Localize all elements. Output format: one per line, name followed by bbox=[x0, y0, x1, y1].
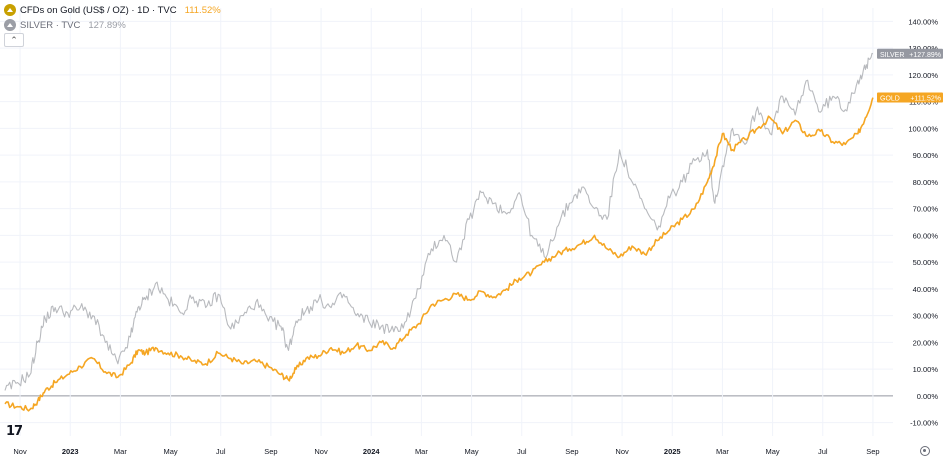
y-axis: 140.00%130.00%120.00%110.00%100.00%90.00… bbox=[908, 17, 938, 427]
x-tick-label: Mar bbox=[114, 447, 127, 456]
price-tag-bg bbox=[877, 48, 943, 59]
x-tick-label: 2025 bbox=[664, 447, 681, 456]
y-tick-label: 60.00% bbox=[913, 231, 939, 240]
settings-icon[interactable] bbox=[920, 446, 930, 456]
x-tick-label: May bbox=[163, 447, 177, 456]
x-tick-label: Sep bbox=[866, 447, 879, 456]
series-line-silver bbox=[4, 52, 874, 391]
x-tick-label: Jul bbox=[517, 447, 527, 456]
x-tick-label: Nov bbox=[13, 447, 27, 456]
x-axis: Nov 2023 Mar May Jul Sep Nov 2024 Mar May Jul Sep No… bbox=[13, 447, 879, 456]
x-tick-label: May bbox=[766, 447, 780, 456]
x-tick-label: Jul bbox=[216, 447, 226, 456]
gold-symbol-icon bbox=[4, 4, 16, 16]
x-tick-label: Sep bbox=[264, 447, 277, 456]
y-tick-label: 70.00% bbox=[913, 205, 939, 214]
y-tick-label: 40.00% bbox=[913, 285, 939, 294]
x-tick-label: Mar bbox=[716, 447, 729, 456]
y-tick-label: 130.00% bbox=[908, 44, 938, 53]
x-tick-label: Jul bbox=[818, 447, 828, 456]
x-tick-label: Nov bbox=[314, 447, 328, 456]
y-tick-label: 20.00% bbox=[913, 338, 939, 347]
tradingview-logo: 17 bbox=[6, 424, 23, 439]
legend-gold-label: CFDs on Gold (US$ / OZ) · 1D · TVC bbox=[20, 4, 177, 16]
x-tick-label: 2023 bbox=[62, 447, 79, 456]
y-tick-label: 80.00% bbox=[913, 178, 939, 187]
y-tick-label: -10.00% bbox=[910, 419, 938, 428]
silver-symbol-icon bbox=[4, 19, 16, 31]
legend-silver-value: 127.89% bbox=[88, 19, 126, 31]
legend-gold[interactable]: CFDs on Gold (US$ / OZ) · 1D · TVC 111.5… bbox=[4, 4, 221, 16]
x-tick-label: May bbox=[464, 447, 478, 456]
x-tick-label: 2024 bbox=[363, 447, 381, 456]
legend-silver-label: SILVER · TVC bbox=[20, 19, 81, 31]
y-tick-label: 100.00% bbox=[908, 124, 938, 133]
price-tag-value: +127.89% bbox=[909, 52, 941, 59]
price-tag-bg bbox=[877, 92, 943, 103]
legend-silver[interactable]: SILVER · TVC 127.89% bbox=[4, 19, 126, 31]
legend-gold-value: 111.52% bbox=[184, 4, 221, 16]
chevron-up-icon: ⌃ bbox=[10, 34, 18, 45]
price-tag-gold: GOLD +111.52% bbox=[877, 92, 943, 103]
series bbox=[4, 52, 874, 412]
price-tags: GOLD +111.52% SILVER +127.89% bbox=[877, 48, 943, 103]
y-tick-label: 140.00% bbox=[908, 17, 938, 26]
x-tick-label: Sep bbox=[565, 447, 578, 456]
y-tick-label: 0.00% bbox=[917, 392, 939, 401]
y-tick-label: 30.00% bbox=[913, 312, 939, 321]
collapse-legend-button[interactable]: ⌃ bbox=[4, 33, 24, 47]
x-tick-label: Mar bbox=[415, 447, 428, 456]
y-tick-label: 90.00% bbox=[913, 151, 939, 160]
grid bbox=[0, 8, 893, 436]
x-tick-label: Nov bbox=[615, 447, 629, 456]
price-tag-name: GOLD bbox=[880, 96, 900, 103]
y-tick-label: 10.00% bbox=[913, 365, 939, 374]
price-tag-silver: SILVER +127.89% bbox=[877, 48, 943, 59]
y-tick-label: 50.00% bbox=[913, 258, 939, 267]
price-tag-value: +111.52% bbox=[910, 96, 941, 103]
price-tag-name: SILVER bbox=[880, 52, 904, 59]
y-tick-label: 120.00% bbox=[908, 71, 938, 80]
series-line-gold bbox=[4, 97, 874, 412]
